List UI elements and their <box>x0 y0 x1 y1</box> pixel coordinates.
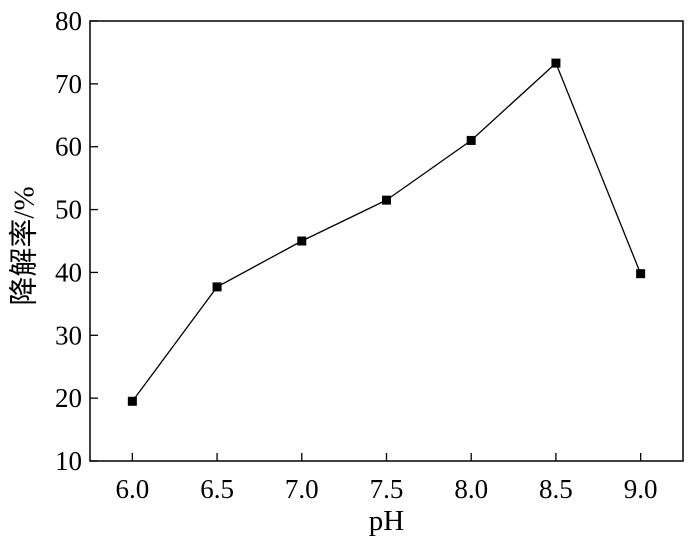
data-point <box>551 58 561 68</box>
y-tick-label: 80 <box>55 6 82 36</box>
x-tick-label: 8.5 <box>539 474 573 504</box>
x-tick-label: 9.0 <box>624 474 658 504</box>
data-point <box>297 236 307 246</box>
y-axis: 10 20 30 40 50 60 70 80 <box>55 6 98 476</box>
x-tick-label: 6.0 <box>115 474 149 504</box>
data-point <box>212 282 222 292</box>
data-point <box>127 396 137 406</box>
plot-frame <box>89 20 684 462</box>
y-tick-label: 20 <box>55 383 82 413</box>
x-axis-label: pH <box>369 505 405 537</box>
y-tick-label: 40 <box>55 257 82 287</box>
y-tick-label: 10 <box>55 446 82 476</box>
x-tick-label: 6.5 <box>200 474 234 504</box>
data-point <box>466 135 476 145</box>
x-tick-label: 7.5 <box>370 474 404 504</box>
x-tick-label: 7.0 <box>285 474 319 504</box>
plot-area <box>89 20 684 462</box>
data-series <box>127 58 646 406</box>
data-point <box>636 269 646 279</box>
data-point <box>382 195 391 205</box>
y-tick-label: 70 <box>55 69 82 99</box>
x-axis: 6.0 6.5 7.0 7.5 8.0 8.5 9.0 <box>115 453 658 504</box>
y-axis-label: 降解率/% <box>8 186 41 305</box>
y-tick-label: 60 <box>55 132 82 162</box>
series-line <box>131 61 642 402</box>
y-tick-label: 50 <box>55 195 82 225</box>
y-tick-label: 30 <box>55 320 82 350</box>
x-tick-label: 8.0 <box>454 474 488 504</box>
